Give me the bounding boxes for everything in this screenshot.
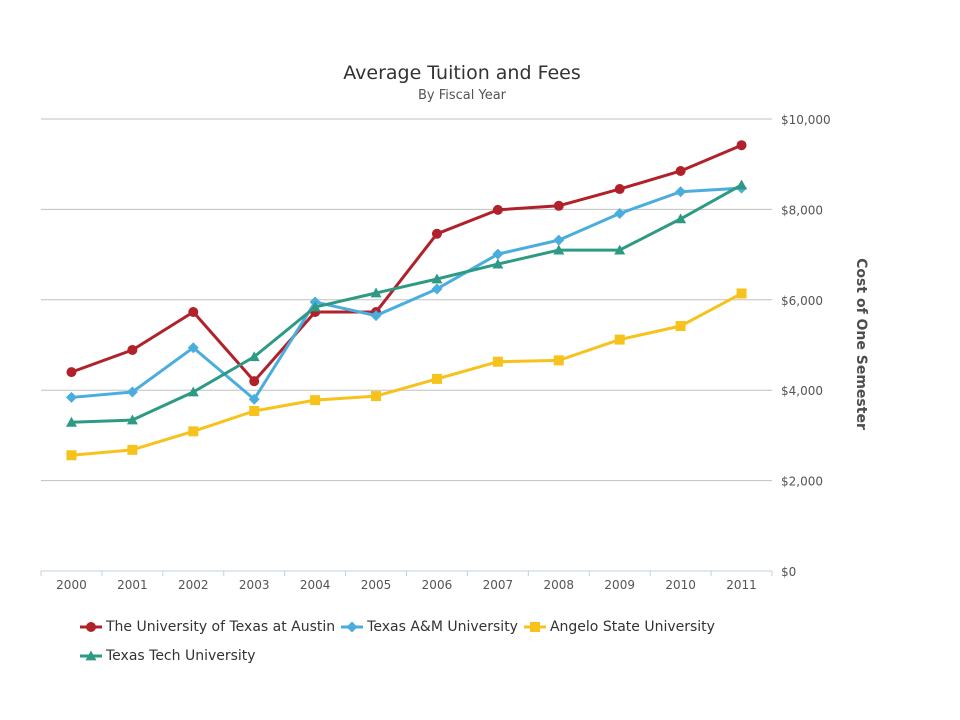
legend-marker xyxy=(346,621,358,633)
data-point xyxy=(65,416,77,427)
y-axis-title: Cost of One Semester xyxy=(853,258,869,430)
data-point xyxy=(371,391,382,402)
data-point xyxy=(66,367,77,378)
legend-item[interactable]: Texas Tech University xyxy=(80,643,256,669)
square-marker-icon xyxy=(523,622,546,632)
data-point xyxy=(249,376,260,387)
x-tick-label: 2006 xyxy=(422,578,453,592)
data-point xyxy=(431,373,442,384)
y-tick-label: $4,000 xyxy=(781,384,823,398)
data-point xyxy=(309,301,321,312)
line-chart: Average Tuition and Fees By Fiscal Year … xyxy=(40,62,869,592)
series-line xyxy=(71,183,743,424)
data-point xyxy=(553,234,565,246)
series-2 xyxy=(66,288,747,461)
series-0 xyxy=(66,140,747,387)
legend-marker xyxy=(85,650,97,661)
x-tick-label: 2007 xyxy=(483,578,514,592)
data-point xyxy=(492,204,503,215)
data-point xyxy=(736,288,747,299)
data-point xyxy=(614,207,626,219)
x-tick-label: 2008 xyxy=(544,578,575,592)
legend-label: The University of Texas at Austin xyxy=(106,619,336,635)
data-point xyxy=(675,213,687,224)
data-point xyxy=(188,426,199,437)
data-point xyxy=(431,273,443,284)
legend-marker xyxy=(86,622,96,632)
data-point xyxy=(187,386,199,397)
y-axis-ticks: $0 $2,000 $4,000 $6,000 $8,000 $10,000 xyxy=(781,113,831,579)
data-point xyxy=(675,321,686,332)
data-point xyxy=(553,244,565,255)
data-point xyxy=(736,179,748,190)
y-tick-label: $2,000 xyxy=(781,475,823,489)
data-point xyxy=(675,186,687,198)
data-point xyxy=(248,351,260,362)
series-line xyxy=(71,292,743,457)
chart-title: Average Tuition and Fees xyxy=(343,62,581,84)
data-point xyxy=(736,140,747,151)
legend-item[interactable]: The University of Texas at Austin xyxy=(80,614,335,640)
data-point xyxy=(248,393,260,405)
x-tick-label: 2005 xyxy=(361,578,392,592)
legend-label: Texas Tech University xyxy=(106,648,256,664)
x-tick-label: 2002 xyxy=(178,578,209,592)
legend: The University of Texas at Austin Texas A… xyxy=(80,614,820,672)
diamond-marker-icon xyxy=(341,621,364,633)
series-3 xyxy=(65,179,748,427)
data-point xyxy=(431,228,442,239)
x-tick-label: 2004 xyxy=(300,578,331,592)
x-tick-label: 2003 xyxy=(239,578,270,592)
data-point xyxy=(187,342,199,354)
data-point xyxy=(492,248,504,260)
data-point xyxy=(126,414,138,425)
data-point xyxy=(492,356,503,367)
y-tick-label: $8,000 xyxy=(781,203,823,217)
triangle-marker-icon xyxy=(80,650,102,661)
series-group xyxy=(65,140,748,461)
y-tick-label: $0 xyxy=(781,565,796,579)
data-point xyxy=(310,395,321,406)
circle-marker-icon xyxy=(80,622,102,632)
data-point xyxy=(614,334,625,345)
data-point xyxy=(66,450,77,461)
data-point xyxy=(553,355,564,366)
data-point xyxy=(126,386,138,398)
x-tick-label: 2010 xyxy=(665,578,696,592)
legend-marker xyxy=(529,622,540,632)
x-tick-label: 2009 xyxy=(604,578,635,592)
data-point xyxy=(127,444,138,455)
data-point xyxy=(65,391,77,403)
data-point xyxy=(675,165,686,176)
y-tick-label: $6,000 xyxy=(781,294,823,308)
x-axis: 2000 2001 2002 2003 2004 2005 2006 2007 2008 2009… xyxy=(40,570,773,592)
data-point xyxy=(249,405,260,416)
legend-label: Angelo State University xyxy=(549,619,715,635)
data-point xyxy=(431,283,443,295)
data-point xyxy=(127,344,138,355)
series-1 xyxy=(65,182,748,405)
grid-lines xyxy=(41,118,772,482)
y-tick-label: $10,000 xyxy=(781,113,831,127)
chart-subtitle: By Fiscal Year xyxy=(418,88,507,103)
data-point xyxy=(188,307,199,318)
data-point xyxy=(492,258,504,269)
legend-item[interactable]: Texas A&M University xyxy=(341,614,518,640)
x-tick-label: 2011 xyxy=(726,578,757,592)
data-point xyxy=(370,310,382,322)
data-point xyxy=(614,244,626,255)
data-point xyxy=(370,287,382,298)
data-point xyxy=(553,200,564,211)
legend-label: Texas A&M University xyxy=(367,619,518,635)
x-tick-label: 2000 xyxy=(56,578,87,592)
legend-item[interactable]: Angelo State University xyxy=(523,614,715,640)
data-point xyxy=(614,184,625,195)
x-tick-label: 2001 xyxy=(117,578,148,592)
series-line xyxy=(71,186,742,401)
series-line xyxy=(70,143,743,383)
